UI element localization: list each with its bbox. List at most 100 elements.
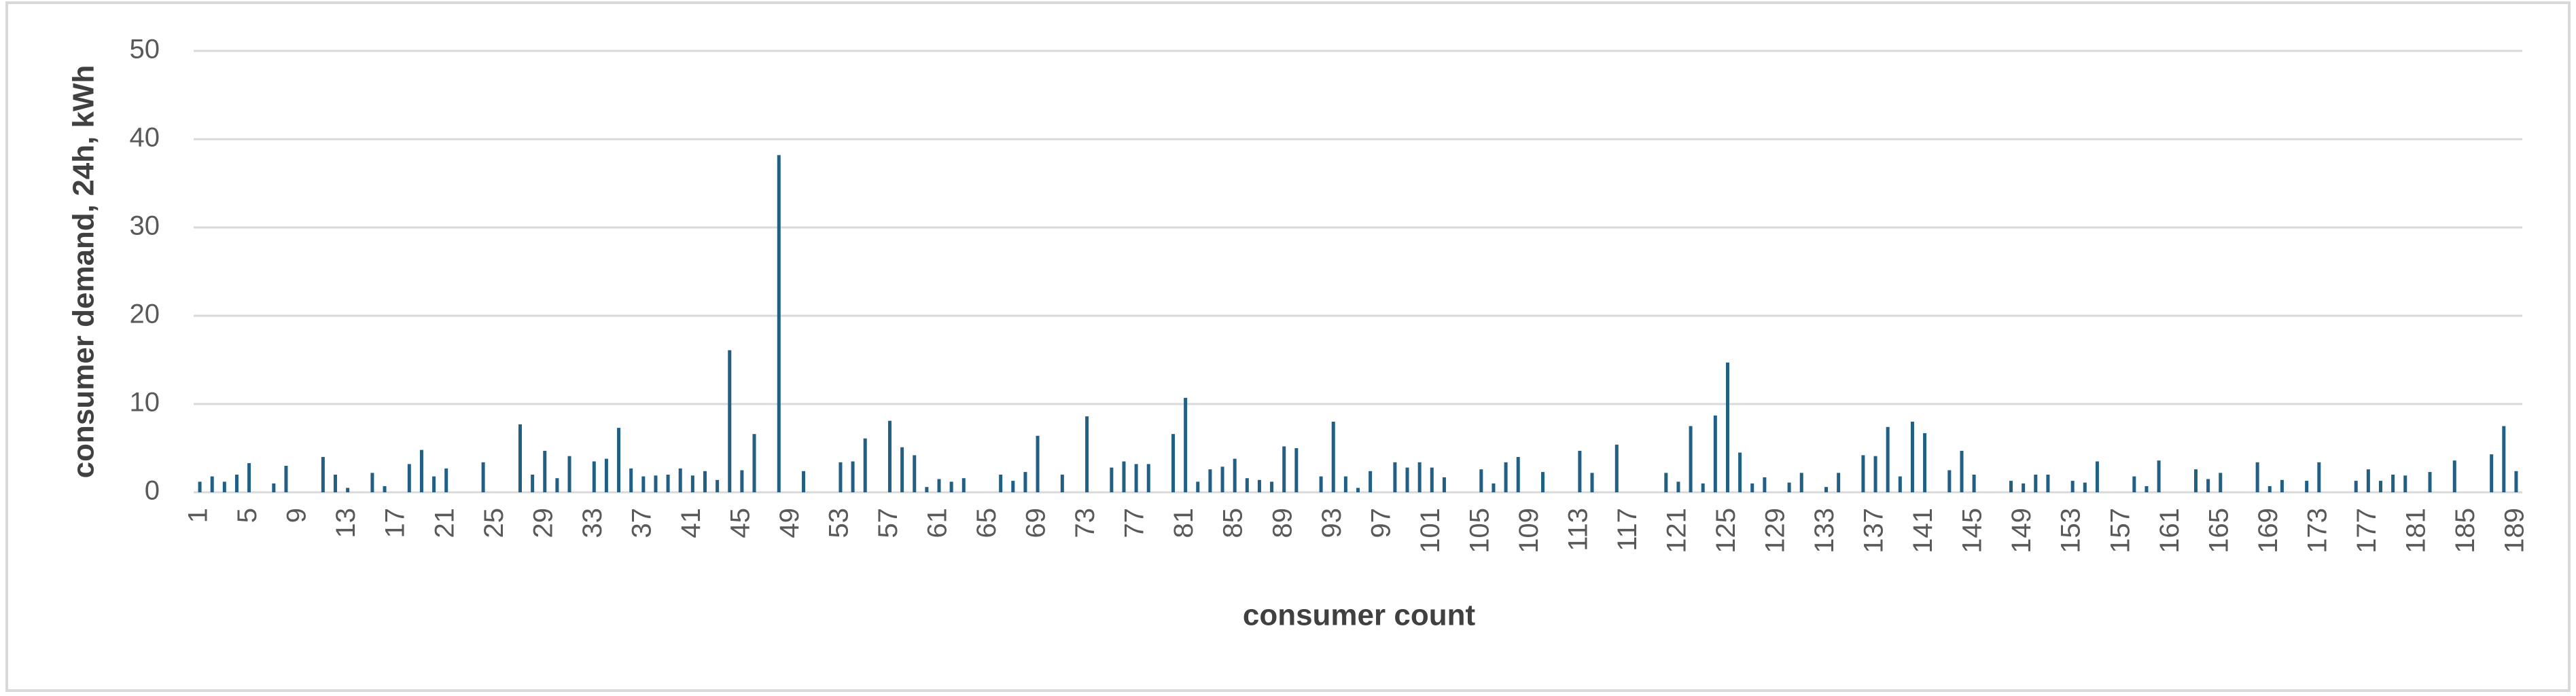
bar [543,450,547,492]
bar [383,486,387,492]
bar [887,420,892,492]
x-tick-label: 173 [2302,508,2332,553]
bar [703,471,707,492]
x-tick-label: 101 [1415,508,1445,553]
x-tick-label: 157 [2105,508,2135,553]
x-tick-label: 109 [1514,508,1544,553]
bar [690,475,694,492]
x-tick-label: 53 [824,508,854,538]
bar [2514,471,2518,492]
bar [1196,481,1200,492]
bar [1036,435,1040,492]
bar [1294,448,1299,492]
bar [592,461,596,492]
bar [2034,475,2038,492]
bar [629,468,633,492]
bar [2280,479,2284,492]
x-tick-label: 69 [1021,508,1051,538]
bar [1676,481,1680,492]
bar [1615,444,1619,492]
x-tick-label: 25 [479,508,509,538]
bar [728,350,732,492]
x-tick-label: 137 [1859,508,1889,553]
x-tick-label: 61 [923,508,953,538]
x-tick-label: 125 [1711,508,1741,553]
bar [900,447,904,492]
bar [1725,362,1729,492]
bar [555,478,559,492]
bar [1516,457,1520,492]
bar [1713,415,1717,492]
y-tick-label: 0 [145,476,160,506]
bar [2366,469,2370,492]
bar [1146,464,1150,492]
bar [1343,476,1347,492]
bar [1492,483,1496,492]
x-tick-label: 57 [873,508,903,538]
x-tick-label: 185 [2450,508,2480,553]
y-tick-label: 20 [130,299,160,329]
bar [2403,475,2407,492]
bar [1023,472,1027,492]
bar [2378,481,2382,492]
bar [234,475,239,492]
bar [1319,476,1323,492]
x-tick-label: 141 [1908,508,1938,553]
bar [1233,458,1237,492]
bar [1540,472,1545,492]
x-tick-label: 77 [1120,508,1150,538]
bar [321,457,325,492]
x-tick-label: 29 [528,508,558,538]
x-tick-label: 13 [331,508,361,538]
x-tick-label: 49 [775,508,805,538]
x-tick-label: 21 [429,508,459,538]
x-axis-title: consumer count [1243,599,1476,632]
bar [999,475,1003,492]
bar [2354,481,2358,492]
bar [531,475,535,492]
bar [1184,397,1188,492]
x-tick-label: 117 [1612,508,1642,551]
x-tick-label: 121 [1662,508,1692,553]
bar [851,461,855,492]
bar [1430,467,1434,492]
x-tick-label: 145 [1958,508,1988,553]
bar [346,488,350,492]
x-tick-label: 5 [232,508,262,523]
bar [1110,467,1114,492]
x-tick-label: 1 [183,508,213,523]
x-tick-label: 33 [578,508,607,538]
bar [1701,483,1705,492]
bar [222,481,226,492]
bar [2193,469,2198,492]
bar [2268,486,2272,492]
x-tick-label: 161 [2155,508,2185,553]
bar [210,476,214,492]
bar [2391,475,2395,492]
bar [1085,416,1089,492]
x-tick-label: 177 [2352,508,2382,553]
bar [1923,433,1927,492]
bar [2305,481,2309,492]
y-tick-label: 30 [130,211,160,241]
bar [641,476,646,492]
bar [2255,462,2259,492]
bar [1134,464,1138,492]
bar [432,476,436,492]
bar [1270,481,1274,492]
bar [1122,461,1126,492]
y-tick-label: 10 [130,388,160,418]
bar [1171,434,1176,492]
bar [2070,481,2075,492]
bar [2083,482,2087,492]
bar [1750,483,1754,492]
bar [1442,477,1446,492]
bar [666,475,670,492]
bar [617,428,621,492]
bar [2046,475,2050,492]
bar [1393,462,1397,492]
bar [1972,475,1976,492]
x-tick-label: 169 [2253,508,2283,553]
bar [1282,446,1286,492]
bar [444,468,448,492]
